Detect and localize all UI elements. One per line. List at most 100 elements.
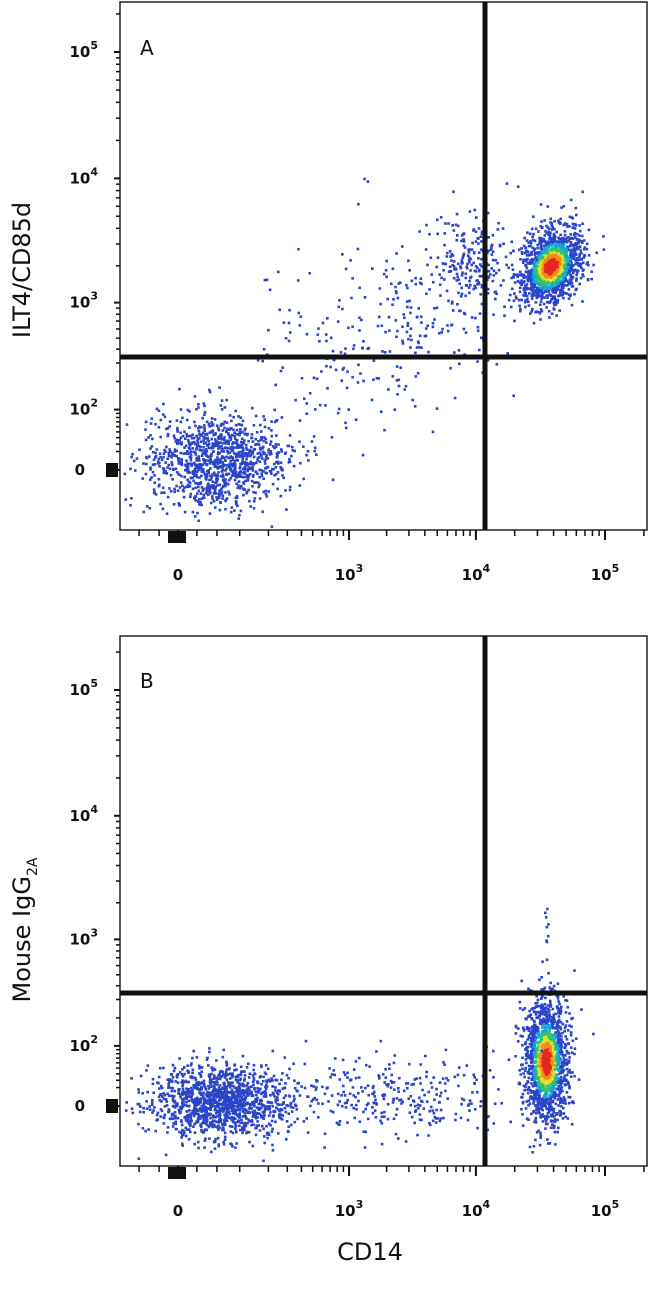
event-dot bbox=[536, 1032, 539, 1035]
event-dot bbox=[203, 449, 207, 452]
event-dot bbox=[539, 318, 542, 321]
event-dot bbox=[527, 1064, 531, 1068]
event-dot bbox=[395, 252, 398, 255]
event-dot bbox=[220, 490, 224, 494]
event-dot bbox=[558, 252, 561, 255]
event-dot bbox=[477, 237, 480, 240]
event-dot bbox=[191, 1088, 194, 1092]
event-dot bbox=[138, 448, 141, 451]
event-dot bbox=[544, 1012, 548, 1015]
event-dot bbox=[212, 487, 216, 490]
event-dot bbox=[535, 1092, 539, 1095]
event-dot bbox=[530, 253, 533, 256]
event-dot bbox=[552, 263, 556, 266]
event-dot bbox=[551, 1047, 555, 1050]
event-dot bbox=[530, 1049, 534, 1052]
event-dot bbox=[181, 1075, 185, 1078]
event-dot bbox=[541, 1061, 545, 1065]
event-dot bbox=[544, 1127, 547, 1130]
event-dot bbox=[195, 444, 199, 448]
event-dot bbox=[508, 293, 512, 297]
event-dot bbox=[539, 1055, 542, 1059]
event-dot bbox=[548, 1009, 551, 1012]
event-dot bbox=[228, 1095, 231, 1099]
event-dot bbox=[166, 457, 169, 460]
event-dot bbox=[553, 1118, 557, 1121]
event-dot bbox=[243, 472, 247, 475]
event-dot bbox=[206, 439, 210, 442]
event-dot bbox=[451, 224, 454, 227]
event-dot bbox=[417, 341, 420, 345]
event-dot bbox=[490, 253, 494, 256]
event-dot bbox=[446, 329, 450, 333]
event-dot bbox=[531, 238, 535, 242]
event-dot bbox=[521, 1063, 524, 1066]
event-dot bbox=[161, 486, 165, 490]
event-dot bbox=[202, 442, 206, 445]
event-dot bbox=[452, 229, 456, 232]
event-dot bbox=[288, 488, 292, 492]
event-dot bbox=[205, 1107, 208, 1111]
event-dot bbox=[208, 512, 212, 515]
event-dot bbox=[274, 442, 278, 446]
event-dot bbox=[160, 458, 164, 462]
event-dot bbox=[546, 246, 550, 250]
event-dot bbox=[563, 1099, 567, 1103]
event-dot bbox=[478, 312, 482, 315]
event-dot bbox=[209, 454, 213, 457]
event-dot bbox=[534, 1095, 537, 1099]
event-dot bbox=[265, 453, 268, 457]
event-dot bbox=[562, 296, 565, 300]
event-dot bbox=[350, 296, 353, 300]
event-dot bbox=[180, 463, 184, 467]
event-dot bbox=[534, 301, 538, 304]
event-dot bbox=[231, 1145, 234, 1148]
event-dot bbox=[405, 300, 409, 303]
event-dot bbox=[436, 218, 439, 222]
tick-exponent: 4 bbox=[90, 165, 98, 178]
event-dot bbox=[459, 266, 463, 270]
event-dot bbox=[344, 426, 348, 430]
event-dot bbox=[555, 242, 559, 246]
event-dot bbox=[531, 269, 534, 273]
event-dot bbox=[578, 224, 581, 227]
event-dot bbox=[564, 1024, 568, 1027]
event-dot bbox=[276, 477, 280, 481]
event-dot bbox=[349, 259, 352, 262]
event-dot bbox=[537, 1109, 541, 1113]
event-dot bbox=[273, 462, 276, 466]
event-dot bbox=[533, 292, 536, 296]
event-dot bbox=[191, 1109, 194, 1113]
event-dot bbox=[553, 276, 557, 280]
event-dot bbox=[528, 1009, 531, 1013]
event-dot bbox=[559, 274, 562, 278]
event-dot bbox=[261, 445, 265, 449]
event-dot bbox=[237, 471, 241, 474]
event-dot bbox=[341, 253, 344, 256]
event-dot bbox=[585, 262, 589, 266]
event-dot bbox=[553, 1045, 556, 1049]
event-dot bbox=[526, 271, 530, 274]
event-dot bbox=[185, 418, 189, 422]
event-dot bbox=[497, 268, 501, 272]
event-dot bbox=[287, 444, 291, 448]
event-dot bbox=[298, 484, 302, 487]
event-dot bbox=[204, 473, 207, 476]
event-dot bbox=[548, 1101, 552, 1104]
event-dot bbox=[534, 260, 537, 263]
event-dot bbox=[361, 346, 364, 350]
event-dot bbox=[529, 1032, 532, 1036]
event-dot bbox=[477, 242, 480, 245]
event-dot bbox=[558, 1002, 561, 1006]
event-dot bbox=[154, 456, 157, 459]
tick-base: 10 bbox=[69, 294, 90, 312]
x-tick-label: 0 bbox=[173, 566, 183, 584]
event-dot bbox=[570, 285, 574, 288]
event-dot bbox=[195, 448, 198, 451]
event-dot bbox=[522, 288, 526, 291]
event-dot bbox=[543, 1044, 547, 1047]
event-dot bbox=[543, 986, 547, 990]
event-dot bbox=[263, 418, 266, 421]
event-dot bbox=[525, 1046, 529, 1049]
event-dot bbox=[202, 487, 206, 491]
